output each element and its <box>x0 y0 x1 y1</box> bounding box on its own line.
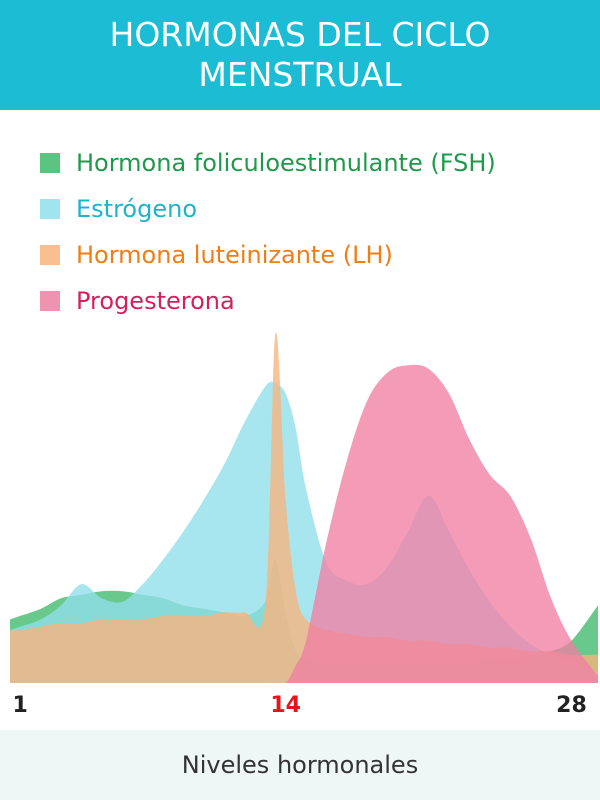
x-tick-label: 14 <box>270 693 301 718</box>
chart-title: HORMONAS DEL CICLO MENSTRUAL <box>109 15 491 94</box>
legend: Hormona foliculoestimulante (FSH) Estróge… <box>40 140 496 324</box>
legend-item: Hormona foliculoestimulante (FSH) <box>40 140 496 186</box>
header: HORMONAS DEL CICLO MENSTRUAL <box>0 0 600 110</box>
legend-swatch <box>40 245 60 265</box>
legend-label: Estrógeno <box>76 195 197 223</box>
x-tick-label: 28 <box>556 693 587 718</box>
legend-item: Hormona luteinizante (LH) <box>40 232 496 278</box>
x-axis-label: Niveles hormonales <box>181 751 419 779</box>
legend-swatch <box>40 199 60 219</box>
footer: Niveles hormonales <box>0 730 600 800</box>
legend-item: Estrógeno <box>40 186 496 232</box>
legend-swatch <box>40 153 60 173</box>
legend-swatch <box>40 291 60 311</box>
legend-label: Hormona luteinizante (LH) <box>76 241 393 269</box>
series-area <box>10 364 598 683</box>
x-tick-label: 1 <box>13 693 28 718</box>
legend-label: Hormona foliculoestimulante (FSH) <box>76 149 496 177</box>
series-area <box>10 332 598 683</box>
legend-item: Progesterona <box>40 278 496 324</box>
chart: 1 14 28 <box>10 332 598 718</box>
legend-label: Progesterona <box>76 287 235 315</box>
